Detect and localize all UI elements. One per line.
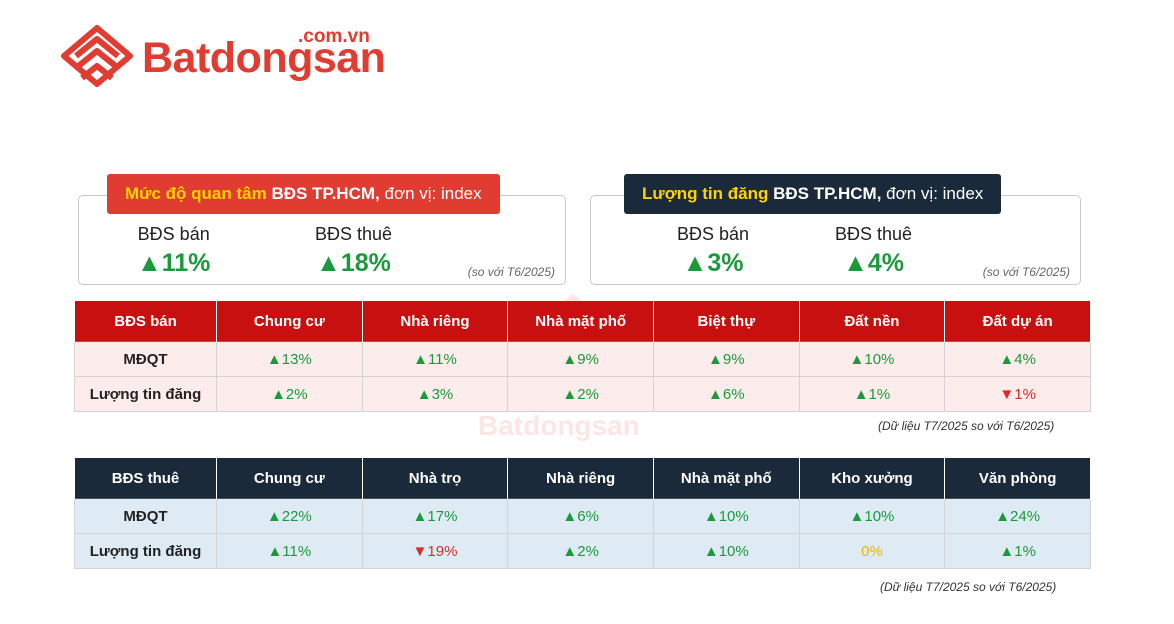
table-cell: ▲2%: [507, 533, 654, 569]
card-note: (so với T6/2025): [982, 265, 1070, 279]
header-cell: Nhà mặt phố: [652, 457, 800, 499]
table-row: MĐQT ▲13% ▲11% ▲9% ▲9% ▲10% ▲4%: [74, 341, 1091, 377]
interest-summary-card: Mức độ quan tâm BĐS TP.HCM, đơn vị: inde…: [78, 174, 566, 285]
table-cell: ▲9%: [652, 341, 800, 377]
table-cell: ▲11%: [216, 533, 363, 569]
table-cell: ▲2%: [216, 376, 363, 412]
interest-title-bold: BĐS TP.HCM,: [271, 184, 380, 203]
metric-label: BĐS bán: [137, 224, 210, 244]
table-row: Lượng tin đăng ▲2% ▲3% ▲2% ▲6% ▲1% ▼1%: [74, 376, 1091, 412]
interest-rent-metric: BĐS thuê ▲18%: [315, 224, 392, 278]
table-cell: ▲24%: [944, 498, 1091, 534]
table-cell: ▲9%: [507, 341, 654, 377]
brand-name: Batdongsan: [142, 34, 386, 82]
brand-logo: .com.vn Batdongsan: [58, 20, 388, 100]
table-cell: 0%: [798, 533, 946, 569]
header-cell: BĐS thuê: [74, 457, 217, 499]
table-cell: ▲10%: [798, 498, 946, 534]
listings-title-bold: BĐS TP.HCM,: [773, 184, 882, 203]
table-cell: ▲22%: [216, 498, 363, 534]
metric-label: BĐS bán: [677, 224, 750, 244]
listings-summary-card: Lượng tin đăng BĐS TP.HCM, đơn vị: index…: [590, 174, 1081, 285]
header-cell: Nhà trọ: [361, 457, 509, 499]
header-cell: Đất nền: [798, 300, 946, 342]
sale-table-note: (Dữ liệu T7/2025 so với T6/2025): [878, 419, 1055, 433]
row-label: MĐQT: [74, 498, 217, 534]
table-cell: ▼1%: [944, 376, 1091, 412]
table-cell: ▲3%: [361, 376, 509, 412]
sale-table: BĐS bán Chung cư Nhà riêng Nhà mặt phố B…: [74, 300, 1091, 412]
table-cell: ▲6%: [507, 498, 654, 534]
header-cell: Nhà riêng: [361, 300, 509, 342]
table-cell: ▲11%: [361, 341, 509, 377]
header-cell: Đất dự án: [944, 300, 1091, 342]
house-logo-icon: [61, 25, 133, 87]
header-cell: Văn phòng: [944, 457, 1091, 499]
table-cell: ▲17%: [361, 498, 509, 534]
metric-label: BĐS thuê: [835, 224, 913, 244]
metric-value: ▲4%: [843, 249, 904, 277]
listings-card-title: Lượng tin đăng BĐS TP.HCM, đơn vị: index: [624, 174, 1002, 214]
listings-rent-metric: BĐS thuê ▲4%: [835, 224, 912, 278]
header-cell: Nhà mặt phố: [507, 300, 654, 342]
table-cell: ▲6%: [652, 376, 800, 412]
interest-card-title: Mức độ quan tâm BĐS TP.HCM, đơn vị: inde…: [107, 174, 500, 214]
header-cell: Biệt thự: [652, 300, 800, 342]
rent-table-note: (Dữ liệu T7/2025 so với T6/2025): [880, 580, 1057, 594]
header-cell: Kho xưởng: [798, 457, 946, 499]
table-cell: ▲10%: [652, 533, 800, 569]
header-cell: Chung cư: [216, 300, 363, 342]
metric-value: ▲3%: [682, 249, 744, 277]
card-note: (so với T6/2025): [467, 265, 555, 279]
row-label: Lượng tin đăng: [74, 533, 217, 569]
table-cell: ▲10%: [652, 498, 800, 534]
metric-value: ▲18%: [316, 249, 391, 277]
rent-table: BĐS thuê Chung cư Nhà trọ Nhà riêng Nhà …: [74, 457, 1091, 569]
table-row: MĐQT ▲22% ▲17% ▲6% ▲10% ▲10% ▲24%: [74, 498, 1091, 534]
interest-title-unit: đơn vị: index: [384, 184, 482, 203]
row-label: MĐQT: [74, 341, 217, 377]
table-cell: ▲10%: [798, 341, 946, 377]
listings-sale-metric: BĐS bán ▲3%: [677, 224, 749, 278]
header-cell: Chung cư: [216, 457, 363, 499]
listings-title-highlight: Lượng tin đăng: [642, 184, 769, 203]
table-cell: ▲4%: [944, 341, 1091, 377]
interest-title-highlight: Mức độ quan tâm: [125, 184, 267, 203]
table-cell: ▲1%: [944, 533, 1091, 569]
table-cell: ▲2%: [507, 376, 654, 412]
sale-header-row: BĐS bán Chung cư Nhà riêng Nhà mặt phố B…: [74, 300, 1091, 342]
interest-sale-metric: BĐS bán ▲11%: [137, 224, 210, 278]
brand-domain: .com.vn: [298, 26, 370, 47]
metric-label: BĐS thuê: [315, 224, 393, 244]
table-row: Lượng tin đăng ▲11% ▼19% ▲2% ▲10% 0% ▲1%: [74, 533, 1091, 569]
rent-header-row: BĐS thuê Chung cư Nhà trọ Nhà riêng Nhà …: [74, 457, 1091, 499]
header-cell: BĐS bán: [74, 300, 217, 342]
table-cell: ▲1%: [798, 376, 946, 412]
metric-value: ▲11%: [137, 249, 211, 277]
header-cell: Nhà riêng: [507, 457, 654, 499]
listings-title-unit: đơn vị: index: [886, 184, 984, 203]
table-cell: ▼19%: [361, 533, 509, 569]
table-cell: ▲13%: [216, 341, 363, 377]
watermark-name: Batdongsan: [478, 410, 640, 441]
row-label: Lượng tin đăng: [74, 376, 217, 412]
